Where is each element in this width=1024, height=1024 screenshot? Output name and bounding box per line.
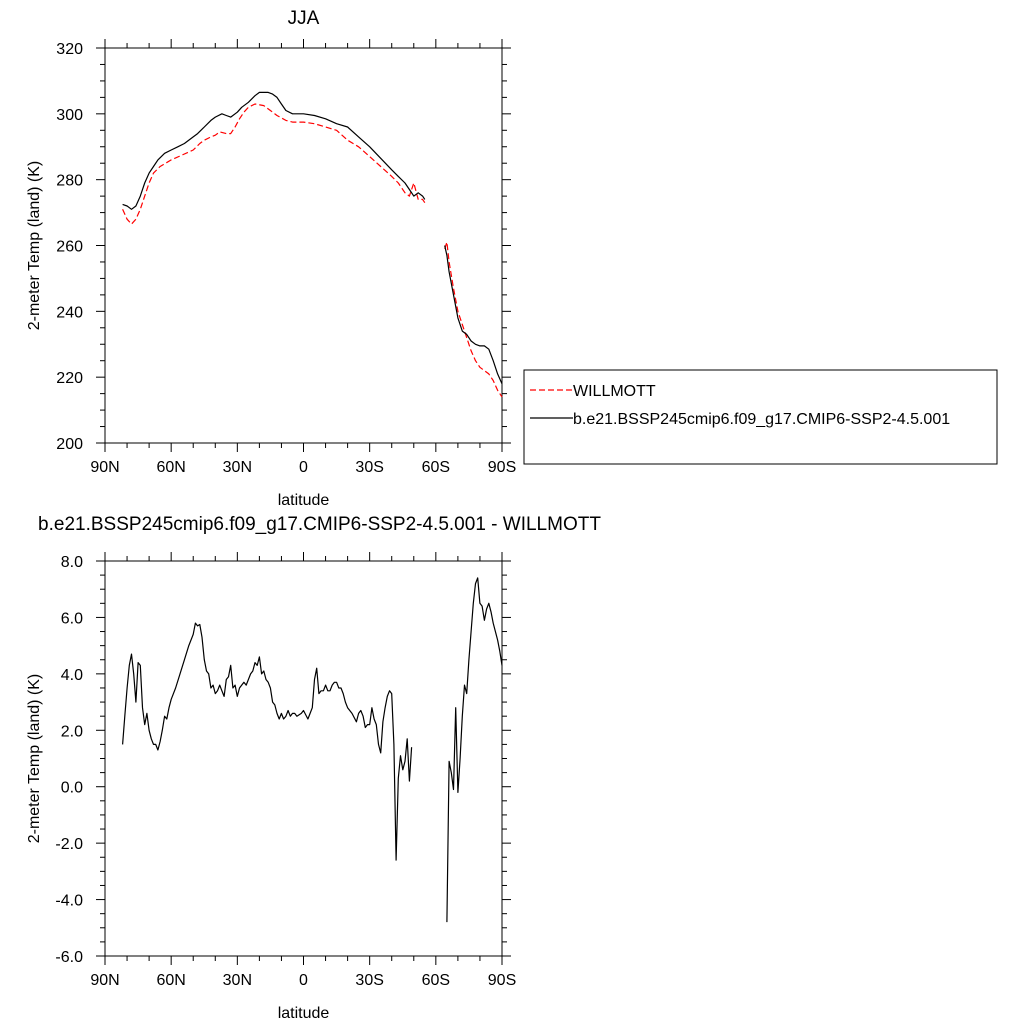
x-axis-label: latitude <box>278 492 330 509</box>
x-tick-label: 30N <box>223 459 252 476</box>
series-line-willmott <box>444 241 503 398</box>
y-tick-label: 200 <box>56 436 83 453</box>
y-tick-label: 2.0 <box>61 723 83 740</box>
y-axis-label: 2-meter Temp (land) (K) <box>26 674 43 844</box>
x-tick-label: 90N <box>90 972 119 989</box>
series-line-model <box>444 245 503 385</box>
difference-line <box>122 622 413 861</box>
y-tick-label: 0.0 <box>61 780 83 797</box>
y-tick-label: -2.0 <box>55 836 83 853</box>
x-tick-label: 60N <box>156 972 185 989</box>
bottom-panel-difference: b.e21.BSSP245cmip6.f09_g17.CMIP6-SSP2-4.… <box>26 514 601 1022</box>
y-tick-label: 260 <box>56 239 83 256</box>
y-tick-label: 8.0 <box>61 554 83 571</box>
x-tick-label: 30N <box>223 972 252 989</box>
y-tick-label: 280 <box>56 173 83 190</box>
x-tick-label: 30S <box>355 459 383 476</box>
plot-frame <box>104 47 503 444</box>
y-tick-label: 300 <box>56 107 83 124</box>
chart-title: b.e21.BSSP245cmip6.f09_g17.CMIP6-SSP2-4.… <box>38 514 601 535</box>
x-tick-label: 90S <box>488 459 516 476</box>
x-tick-label: 0 <box>299 972 308 989</box>
y-tick-label: 320 <box>56 41 83 58</box>
y-tick-label: -4.0 <box>55 893 83 910</box>
difference-line <box>446 577 503 923</box>
legend-box <box>523 369 998 465</box>
x-tick-label: 90N <box>90 459 119 476</box>
x-axis-label: latitude <box>278 1005 330 1022</box>
series-line-model <box>122 91 426 210</box>
y-tick-label: 4.0 <box>61 667 83 684</box>
y-tick-label: 220 <box>56 370 83 387</box>
x-tick-label: 60N <box>156 459 185 476</box>
y-tick-label: 6.0 <box>61 610 83 627</box>
plot-frame <box>104 560 503 957</box>
x-tick-label: 60S <box>422 972 450 989</box>
y-tick-label: 240 <box>56 304 83 321</box>
legend-label: WILLMOTT <box>573 383 656 400</box>
legend-label: b.e21.BSSP245cmip6.f09_g17.CMIP6-SSP2-4.… <box>573 411 950 428</box>
chart-title: JJA <box>288 8 320 29</box>
y-tick-label: -6.0 <box>55 949 83 966</box>
series-line-willmott <box>122 103 426 225</box>
top-panel-jja: JJA 90N 60N 30N 0 30S 60S 90S 200 220 240 260 280 300… <box>26 8 998 509</box>
y-axis-label: 2-meter Temp (land) (K) <box>26 161 43 331</box>
x-tick-label: 30S <box>355 972 383 989</box>
x-tick-label: 60S <box>422 459 450 476</box>
x-tick-label: 90S <box>488 972 516 989</box>
x-tick-label: 0 <box>299 459 308 476</box>
